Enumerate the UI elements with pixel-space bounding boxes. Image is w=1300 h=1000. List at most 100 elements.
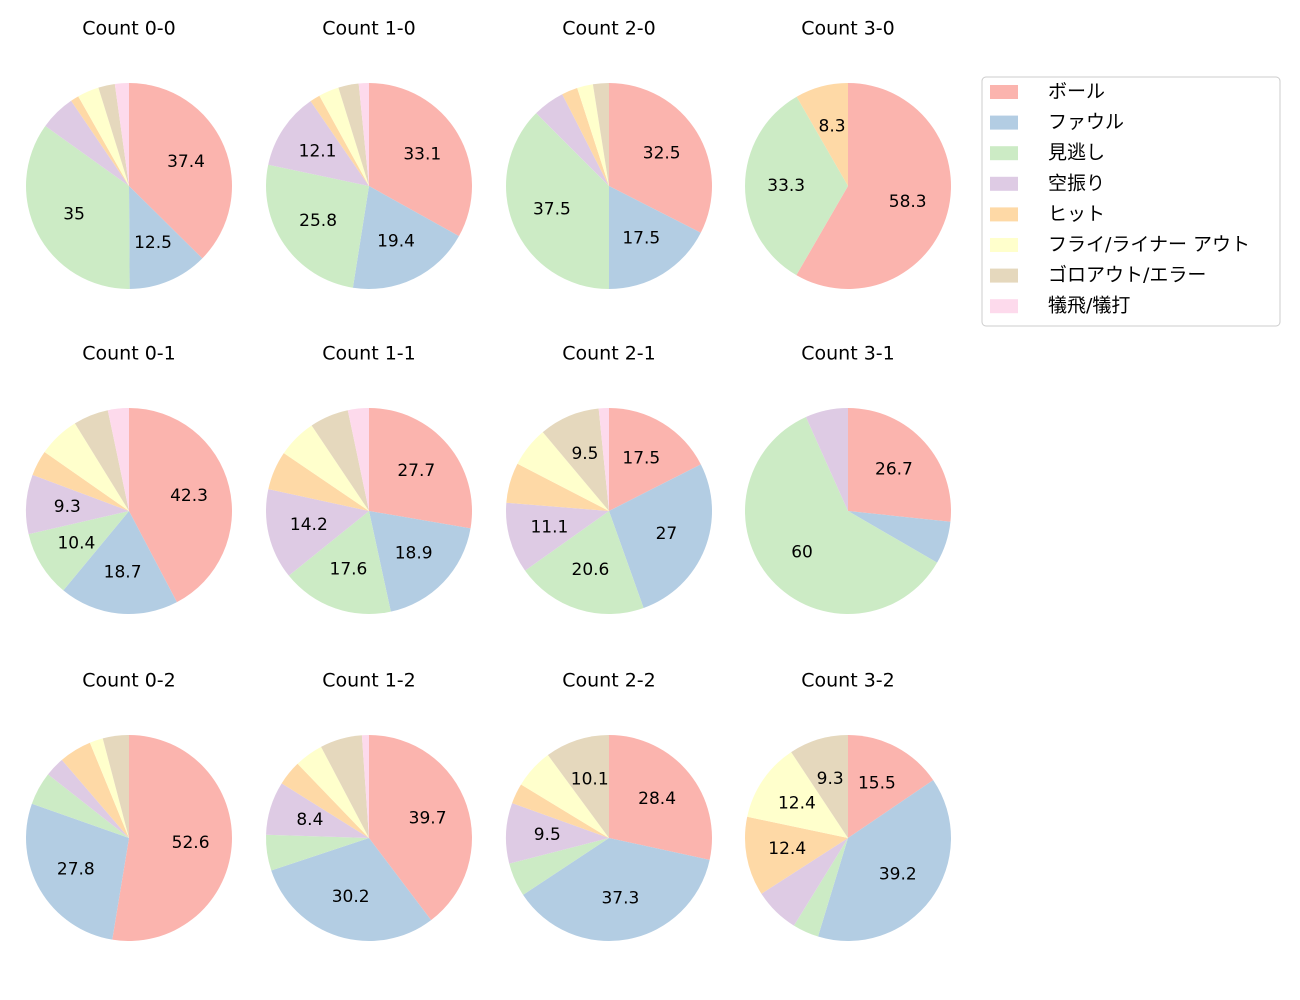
pie-slice (321, 735, 369, 838)
chart-title: Count 2-2 (562, 670, 656, 692)
slice-label: 30.2 (332, 887, 370, 907)
pie-slice (98, 83, 129, 186)
slice-label: 9.3 (54, 497, 81, 517)
slice-label: 14.2 (290, 515, 328, 535)
slice-label: 18.9 (395, 544, 433, 564)
chart-title: Count 0-0 (82, 18, 176, 40)
pie-slice (89, 738, 129, 838)
chart-title: Count 1-2 (322, 670, 416, 692)
pie-slice (361, 735, 369, 838)
pie-slice (310, 95, 369, 186)
pie-slice (297, 746, 369, 838)
slice-label: 58.3 (889, 192, 927, 212)
pie-slice (319, 87, 369, 186)
pie-slice (25, 474, 129, 535)
legend-label: ファウル (1048, 111, 1124, 133)
pie-slice (28, 511, 129, 591)
chart-title: Count 0-2 (82, 670, 176, 692)
pie-slice (45, 100, 130, 186)
legend-label: 見逃し (1048, 142, 1105, 164)
pie-slice (818, 780, 951, 941)
pie-slice (71, 96, 129, 186)
pie-slice (61, 742, 129, 838)
pie-slice (609, 735, 713, 860)
slice-label: 17.6 (330, 559, 368, 579)
pie-slice (745, 96, 848, 276)
legend-label: ゴロアウト/エラー (1048, 264, 1206, 286)
pie-slice (283, 425, 369, 511)
chart-title: Count 3-1 (801, 343, 895, 365)
pie-slice (609, 408, 701, 511)
pie-slice (848, 735, 934, 838)
pie-slice (525, 511, 644, 615)
pie-slice (592, 83, 609, 186)
slice-label: 8.4 (296, 810, 323, 830)
pie-slice (129, 186, 203, 289)
chart-title: Count 0-1 (82, 343, 176, 365)
chart-title: Count 3-0 (801, 18, 895, 40)
slice-label: 8.3 (819, 116, 846, 136)
pie-slice (78, 87, 129, 186)
legend-swatch (990, 238, 1018, 252)
pie-slice (266, 489, 369, 576)
pie-slice (266, 783, 369, 838)
pie-slice (791, 735, 848, 838)
legend-swatch (990, 268, 1018, 283)
chart-title: Count 2-0 (562, 18, 656, 40)
slice-label: 12.5 (134, 233, 172, 253)
pie-slice (288, 511, 391, 615)
pie-slice (609, 464, 712, 609)
legend-label: ヒット (1048, 203, 1105, 225)
slice-label: 52.6 (172, 833, 210, 853)
slice-label: 39.2 (879, 865, 917, 885)
pie-slice (547, 735, 609, 838)
pie-slice (521, 755, 609, 838)
slice-label: 28.4 (638, 789, 676, 809)
slice-label: 12.4 (778, 793, 816, 813)
pie-slice (63, 511, 177, 615)
pie-slice (268, 453, 369, 511)
legend-label: 空振り (1048, 172, 1105, 194)
slice-label: 37.5 (533, 200, 571, 220)
pie-slice (26, 803, 129, 940)
slice-label: 12.1 (299, 142, 337, 162)
slice-label: 17.5 (622, 448, 660, 468)
pie-slice (517, 432, 609, 511)
pie-slice (747, 752, 848, 838)
pie-slice (271, 838, 432, 941)
legend-swatch (990, 207, 1018, 222)
legend-label: フライ/ライナー アウト (1048, 234, 1250, 256)
slice-label: 25.8 (299, 211, 337, 231)
pie-slice (796, 83, 848, 186)
pie-slice (338, 83, 369, 186)
slice-label: 17.5 (622, 229, 660, 249)
pie-slice (369, 83, 472, 237)
pie-slice (358, 83, 369, 186)
pie-slice (745, 416, 938, 614)
slice-label: 18.7 (104, 562, 142, 582)
pie-slice (793, 838, 848, 937)
pie-slice (311, 410, 369, 511)
pie-slice (347, 408, 369, 511)
slice-label: 10.1 (571, 769, 609, 789)
slice-label: 9.3 (817, 769, 844, 789)
legend-swatch (990, 85, 1018, 99)
pie-slice (562, 88, 609, 186)
pie-slice (609, 186, 701, 289)
chart-title: Count 1-1 (322, 343, 416, 365)
slice-label: 33.3 (767, 176, 805, 196)
pie-slice (509, 838, 609, 895)
slice-label: 10.4 (57, 533, 95, 553)
slice-label: 11.1 (530, 517, 568, 537)
slice-label: 9.5 (534, 825, 561, 845)
legend-label: 犠飛/犠打 (1048, 295, 1130, 317)
pie-slice (512, 784, 609, 838)
legend-swatch (990, 176, 1018, 191)
slice-label: 9.5 (571, 444, 598, 464)
slice-label: 20.6 (572, 560, 610, 580)
chart-title: Count 1-0 (322, 18, 416, 40)
pie-slice (352, 186, 459, 289)
pie-slice (74, 410, 129, 511)
pie-slice (506, 463, 609, 511)
